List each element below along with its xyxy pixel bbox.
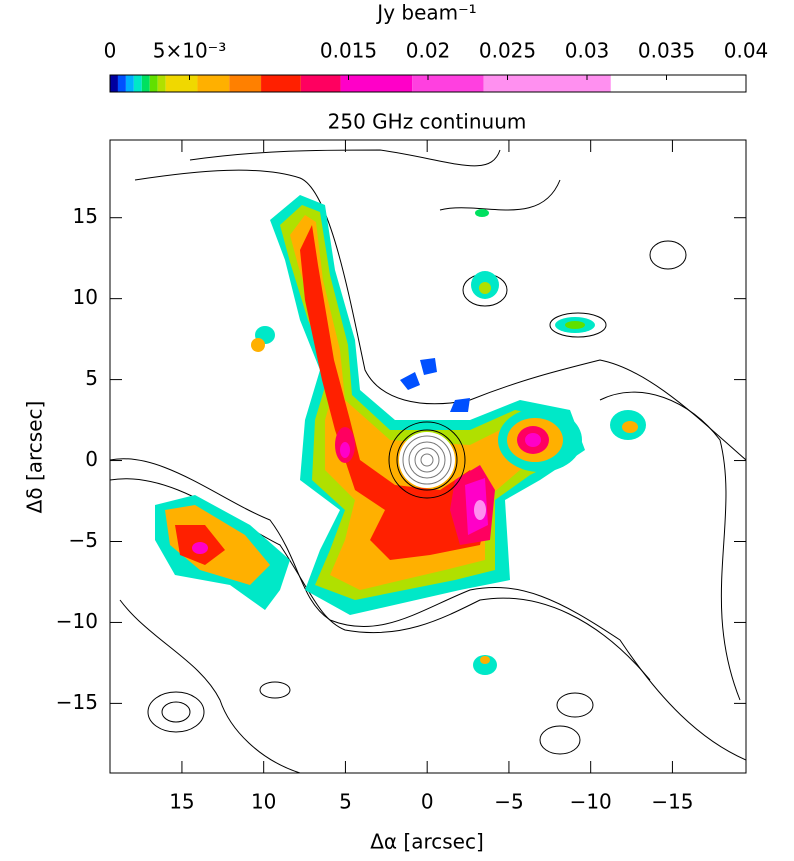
colorbar-segment xyxy=(133,75,142,92)
y-tick-label: 0 xyxy=(85,447,98,471)
colorbar-segment xyxy=(412,75,484,92)
map-image xyxy=(110,149,746,773)
y-tick-label: −15 xyxy=(56,690,98,714)
colorbar-segment xyxy=(483,75,611,92)
x-tick-label: −10 xyxy=(570,790,612,814)
y-tick-label: 10 xyxy=(73,285,98,309)
plot-frame xyxy=(109,139,747,774)
colorbar-segment xyxy=(125,75,134,92)
colorbar-segment xyxy=(610,75,746,92)
colorbar-segment xyxy=(149,75,158,92)
x-tick-label: 10 xyxy=(251,790,276,814)
y-tick-label: −10 xyxy=(56,609,98,633)
colorbar-segment xyxy=(165,75,198,92)
y-tick-label: 5 xyxy=(85,366,98,390)
colorbar-tick-label: 5×10⁻³ xyxy=(153,39,227,63)
x-tick-label: −15 xyxy=(651,790,693,814)
colorbar-segment xyxy=(157,75,166,92)
colorbar-tick-label: 0.035 xyxy=(638,39,695,63)
x-tick-label: −5 xyxy=(494,790,523,814)
colorbar-tick-label: 0.025 xyxy=(479,39,536,63)
colorbar-segment xyxy=(229,75,262,92)
colorbar-tick-label: 0.03 xyxy=(565,39,610,63)
colorbar-label: Jy beam⁻¹ xyxy=(375,1,476,25)
x-axis-label: Δα [arcsec] xyxy=(370,830,484,854)
colorbar-segment xyxy=(197,75,230,92)
y-axis-label: Δδ [arcsec] xyxy=(23,401,47,514)
x-tick-label: 0 xyxy=(421,790,434,814)
colorbar-segment xyxy=(110,75,118,92)
colorbar-tick-label: 0.015 xyxy=(320,39,377,63)
colorbar-segment xyxy=(117,75,126,92)
colorbar-segment xyxy=(261,75,301,92)
colorbar-tick-label: 0.04 xyxy=(724,39,769,63)
colorbar-segment xyxy=(300,75,341,92)
colorbar-tick-label: 0.02 xyxy=(406,39,451,63)
chart-title: 250 GHz continuum xyxy=(328,110,527,134)
colorbar-segment xyxy=(340,75,413,92)
x-tick-label: 15 xyxy=(169,790,194,814)
colorbar-segment xyxy=(141,75,150,92)
y-tick-label: 15 xyxy=(73,204,98,228)
colorbar-tick-label: 0 xyxy=(104,39,117,63)
y-tick-label: −5 xyxy=(69,528,98,552)
x-tick-label: 5 xyxy=(339,790,352,814)
